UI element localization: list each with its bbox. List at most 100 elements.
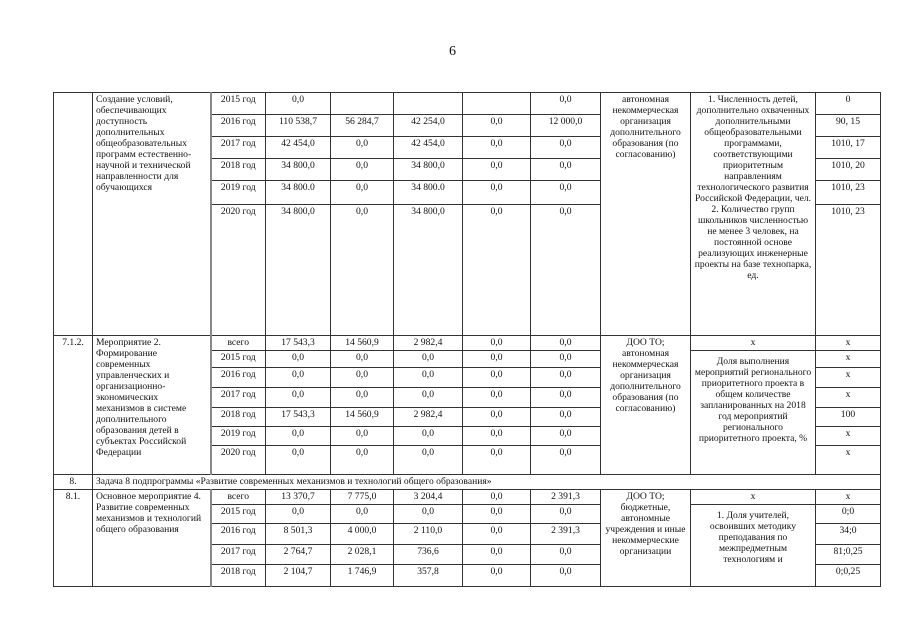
amount-cell-c2: 42 454,0	[393, 136, 463, 159]
task-title: Задача 8 подпрограммы «Развитие современ…	[92, 474, 881, 490]
period-cell: 2017 год	[209, 544, 266, 565]
activity-name: Основное мероприятие 4. Развитие совреме…	[92, 489, 211, 587]
amount-cell-c1: 0,0	[330, 158, 394, 181]
indicator-cell: 1. Численность детей, дополнительно охва…	[690, 92, 816, 336]
amount-cell-c3: 0,0	[462, 544, 531, 565]
amount-cell-total: 8 501,3	[265, 523, 331, 545]
amount-cell-c3: 0,0	[462, 387, 531, 408]
period-cell: 2016 год	[209, 523, 266, 545]
period-cell: всего	[209, 489, 266, 505]
amount-cell-total: 110 538,7	[265, 114, 331, 137]
amount-cell-total: 42 454,0	[265, 136, 331, 159]
program-activities-table: Создание условий, обеспечивающих доступн…	[53, 92, 881, 587]
amount-cell-total: 0,0	[265, 92, 331, 115]
amount-cell-total: 0,0	[265, 367, 331, 388]
amount-cell-c3: 0,0	[462, 445, 531, 475]
indicator-value: х	[815, 445, 881, 475]
activity-name: Мероприятие 2. Формирование современных …	[92, 335, 211, 475]
executor-cell: ДОО ТО; бюджетные, автономные учреждения…	[600, 489, 691, 587]
period-cell: 2017 год	[209, 136, 266, 159]
period-cell: 2015 год	[209, 350, 266, 368]
period-cell: 2019 год	[209, 180, 266, 205]
indicator-value: 0;0,25	[815, 564, 881, 587]
amount-cell-c4: 0,0	[530, 426, 601, 446]
table-row: 2015 год 0,0 0,0 0,0 0,0 0,0 Доля выполнения м…	[54, 350, 881, 475]
amount-cell-c1: 14 560,9	[330, 407, 394, 427]
amount-cell-c2: 0,0	[393, 426, 463, 446]
amount-cell-c2: 357,8	[393, 564, 463, 587]
table-row: 2020 год 34 800,0 0,0 34 800,0 0,0 0,0 1010, 2…	[54, 204, 881, 336]
amount-cell-c1: 0,0	[330, 367, 394, 388]
table-row: 8.1. Основное мероприятие 4. Развитие сов…	[53, 489, 881, 587]
indicator-value: х	[815, 489, 881, 505]
indicator-value: х	[815, 335, 881, 351]
task-number: 8.	[53, 474, 93, 490]
amount-cell-c3: 0,0	[462, 564, 531, 587]
period-cell: 2016 год	[209, 114, 266, 137]
table-row: Создание условий, обеспечивающих доступн…	[53, 92, 881, 336]
indicator-value: 1010, 23	[815, 204, 881, 336]
indicator-value: 0;0	[815, 504, 881, 524]
table-row: 2017 год 42 454,0 0,0 42 454,0 0,0 0,0 1010, 1…	[54, 136, 881, 159]
indicator-value: 90, 15	[815, 114, 881, 137]
indicator-value: 34;0	[815, 523, 881, 545]
table-row: 2017 год 0,0 0,0 0,0 0,0 0,0 х	[54, 387, 881, 408]
indicator-value: 1010, 23	[815, 180, 881, 205]
amount-cell-c3: 0,0	[462, 335, 531, 351]
activity-name: Создание условий, обеспечивающих доступн…	[92, 92, 211, 336]
amount-cell-total: 0,0	[265, 350, 331, 368]
amount-cell-c2: 34 800,0	[393, 158, 463, 181]
amount-cell-total: 34 800.0	[265, 180, 331, 205]
amount-cell-c3: 0,0	[462, 426, 531, 446]
period-cell: 2017 год	[209, 387, 266, 408]
amount-cell-c1: 14 560,9	[330, 335, 394, 351]
amount-cell-c1: 7 775,0	[330, 489, 394, 505]
indicator-value: 100	[815, 407, 881, 427]
table-row: 2018 год 34 800,0 0,0 34 800,0 0,0 0,0 1010, 2…	[54, 158, 881, 181]
amount-cell-c1: 0,0	[330, 180, 394, 205]
amount-cell-c3: 0,0	[462, 367, 531, 388]
amount-cell-c3: 0,0	[462, 136, 531, 159]
amount-cell-c4: 0,0	[530, 387, 601, 408]
period-cell: 2015 год	[209, 92, 266, 115]
amount-cell-c1	[330, 92, 394, 115]
amount-cell-c3: 0,0	[462, 523, 531, 545]
activity-number: 8.1.	[53, 489, 93, 587]
indicator-head: х	[690, 489, 816, 505]
task-row: 8. Задача 8 подпрограммы «Развитие соврем…	[53, 474, 881, 490]
amount-cell-c1: 0,0	[330, 504, 394, 524]
amount-cell-c4: 2 391,3	[530, 489, 601, 505]
indicator-value: 1010, 17	[815, 136, 881, 159]
amount-cell-c4: 0,0	[530, 367, 601, 388]
amount-cell-c3: 0,0	[462, 350, 531, 368]
amount-cell-c1: 0,0	[330, 204, 394, 336]
amount-cell-c4: 0,0	[530, 335, 601, 351]
amount-cell-c4: 0,0	[530, 445, 601, 475]
amount-cell-c1: 1 746,9	[330, 564, 394, 587]
amount-cell-total: 34 800,0	[265, 204, 331, 336]
period-cell: 2015 год	[209, 504, 266, 524]
table-row: 2016 год 0,0 0,0 0,0 0,0 0,0 х	[54, 367, 881, 388]
amount-cell-c2: 0,0	[393, 445, 463, 475]
amount-cell-c4: 0,0	[530, 544, 601, 565]
table-row: 2018 год 2 104,7 1 746,9 357,8 0,0 0,0 0;0,25	[54, 564, 881, 587]
amount-cell-c4: 12 000,0	[530, 114, 601, 137]
amount-cell-c1: 2 028,1	[330, 544, 394, 565]
table-row: 2020 год 0,0 0,0 0,0 0,0 0,0 х	[54, 445, 881, 475]
amount-cell-c3: 0,0	[462, 158, 531, 181]
amount-cell-total: 2 764,7	[265, 544, 331, 565]
table-row: 2015 год 0,0 0,0 0,0 0,0 0,0 1. Доля учителей,…	[54, 504, 881, 587]
amount-cell-c3: 0,0	[462, 504, 531, 524]
amount-cell-total: 17 543,3	[265, 407, 331, 427]
table-row: 7.1.2. Мероприятие 2. Формирование соврем…	[53, 335, 881, 475]
amount-cell-c2: 2 982,4	[393, 335, 463, 351]
amount-cell-c1: 56 284,7	[330, 114, 394, 137]
period-cell: 2018 год	[209, 407, 266, 427]
indicator-cell: Доля выполнения мероприятий региональног…	[690, 350, 816, 475]
amount-cell-total: 34 800,0	[265, 158, 331, 181]
amount-cell-c4: 0,0	[530, 158, 601, 181]
amount-cell-c4: 0,0	[530, 350, 601, 368]
executor-cell: ДОО ТО; автономная некоммерческая органи…	[600, 335, 691, 475]
amount-cell-c2: 0,0	[393, 504, 463, 524]
amount-cell-c2: 0,0	[393, 387, 463, 408]
